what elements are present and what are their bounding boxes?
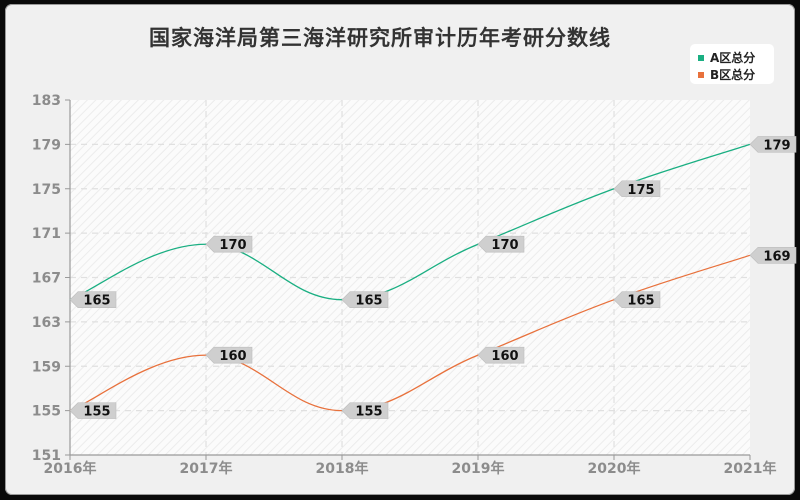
legend-label-b: B区总分: [710, 68, 756, 82]
svg-text:170: 170: [491, 238, 518, 253]
data-label: 175: [613, 180, 661, 198]
data-label: 165: [613, 291, 661, 309]
data-label: 155: [69, 402, 117, 420]
svg-text:170: 170: [219, 238, 246, 253]
data-label: 165: [69, 291, 117, 309]
y-tick-label: 183: [32, 93, 61, 109]
y-axis-ticks: 151 155 159 163 167 171 175 179 183: [32, 93, 70, 464]
legend-marker-b-icon: [698, 71, 704, 78]
legend-marker-a-icon: [698, 54, 704, 61]
y-tick-label: 159: [32, 359, 61, 375]
svg-text:160: 160: [219, 349, 246, 364]
data-label: 169: [749, 247, 797, 264]
x-tick-label: 2019年: [452, 460, 505, 477]
svg-text:165: 165: [83, 294, 110, 309]
x-tick-label: 2018年: [316, 460, 369, 477]
data-label: 179: [749, 136, 797, 153]
x-tick-label: 2020年: [588, 460, 641, 477]
y-tick-label: 175: [32, 182, 61, 198]
legend-label-a: A区总分: [710, 51, 756, 65]
svg-text:155: 155: [355, 405, 382, 420]
svg-text:175: 175: [627, 183, 654, 198]
svg-text:155: 155: [83, 405, 110, 420]
y-tick-label: 155: [32, 404, 61, 420]
svg-text:165: 165: [627, 294, 654, 309]
data-label: 160: [477, 346, 525, 364]
data-labels: 165 170 165 170 175 179 155 160 155 160 165 169: [69, 136, 797, 420]
data-label: 165: [341, 291, 389, 309]
legend-item-b[interactable]: B区总分: [698, 66, 755, 83]
y-tick-label: 179: [32, 137, 61, 153]
svg-text:169: 169: [763, 249, 790, 264]
y-tick-label: 167: [32, 271, 61, 287]
legend-item-a[interactable]: A区总分: [698, 49, 755, 66]
x-tick-label: 2016年: [44, 460, 97, 477]
svg-text:179: 179: [763, 138, 790, 153]
y-tick-label: 151: [32, 448, 61, 464]
chart-title: 国家海洋局第三海洋研究所审计历年考研分数线: [149, 26, 611, 50]
y-tick-label: 171: [32, 226, 61, 242]
svg-text:165: 165: [355, 294, 382, 309]
data-label: 170: [477, 235, 525, 253]
x-tick-label: 2017年: [180, 460, 233, 477]
data-label: 155: [341, 402, 389, 420]
x-axis-ticks: 2016年 2017年 2018年 2019年 2020年 2021年: [44, 455, 777, 477]
svg-text:160: 160: [491, 349, 518, 364]
legend: A区总分 B区总分: [690, 44, 774, 84]
data-label: 170: [205, 235, 253, 253]
y-tick-label: 163: [32, 315, 61, 331]
data-label: 160: [205, 346, 253, 364]
grid-lines: [70, 100, 750, 455]
x-tick-label: 2021年: [724, 460, 777, 477]
